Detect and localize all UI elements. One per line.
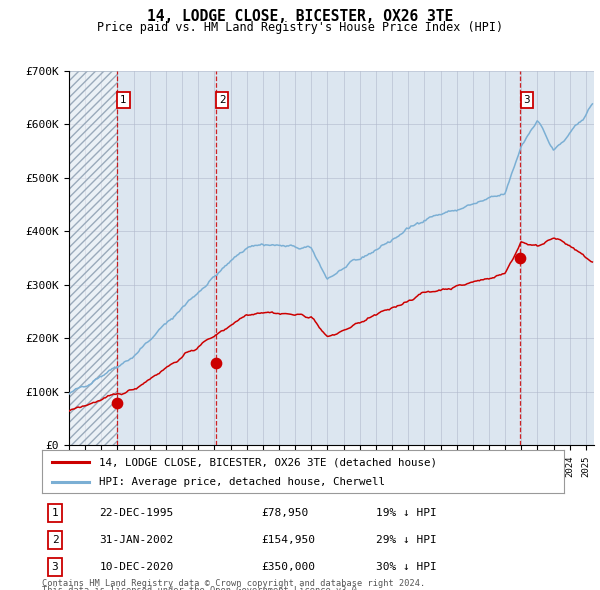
Text: 3: 3 xyxy=(524,95,530,105)
Text: 3: 3 xyxy=(52,562,58,572)
Text: 2: 2 xyxy=(219,95,226,105)
Point xyxy=(112,398,122,408)
Text: HPI: Average price, detached house, Cherwell: HPI: Average price, detached house, Cher… xyxy=(100,477,385,487)
Text: 30% ↓ HPI: 30% ↓ HPI xyxy=(376,562,437,572)
Text: Contains HM Land Registry data © Crown copyright and database right 2024.: Contains HM Land Registry data © Crown c… xyxy=(42,579,425,588)
Text: This data is licensed under the Open Government Licence v3.0.: This data is licensed under the Open Gov… xyxy=(42,586,362,590)
Text: 19% ↓ HPI: 19% ↓ HPI xyxy=(376,508,437,518)
Text: 14, LODGE CLOSE, BICESTER, OX26 3TE (detached house): 14, LODGE CLOSE, BICESTER, OX26 3TE (det… xyxy=(100,457,437,467)
Bar xyxy=(69,71,117,445)
Point xyxy=(515,254,525,263)
Text: £154,950: £154,950 xyxy=(261,535,315,545)
Text: 31-JAN-2002: 31-JAN-2002 xyxy=(100,535,173,545)
Text: 29% ↓ HPI: 29% ↓ HPI xyxy=(376,535,437,545)
Text: 2: 2 xyxy=(52,535,58,545)
Text: 14, LODGE CLOSE, BICESTER, OX26 3TE: 14, LODGE CLOSE, BICESTER, OX26 3TE xyxy=(147,9,453,24)
Text: 10-DEC-2020: 10-DEC-2020 xyxy=(100,562,173,572)
Bar xyxy=(69,71,117,445)
Point xyxy=(211,358,220,367)
Text: £350,000: £350,000 xyxy=(261,562,315,572)
Text: Price paid vs. HM Land Registry's House Price Index (HPI): Price paid vs. HM Land Registry's House … xyxy=(97,21,503,34)
Text: £78,950: £78,950 xyxy=(261,508,308,518)
Text: 1: 1 xyxy=(120,95,127,105)
Text: 22-DEC-1995: 22-DEC-1995 xyxy=(100,508,173,518)
Text: 1: 1 xyxy=(52,508,58,518)
